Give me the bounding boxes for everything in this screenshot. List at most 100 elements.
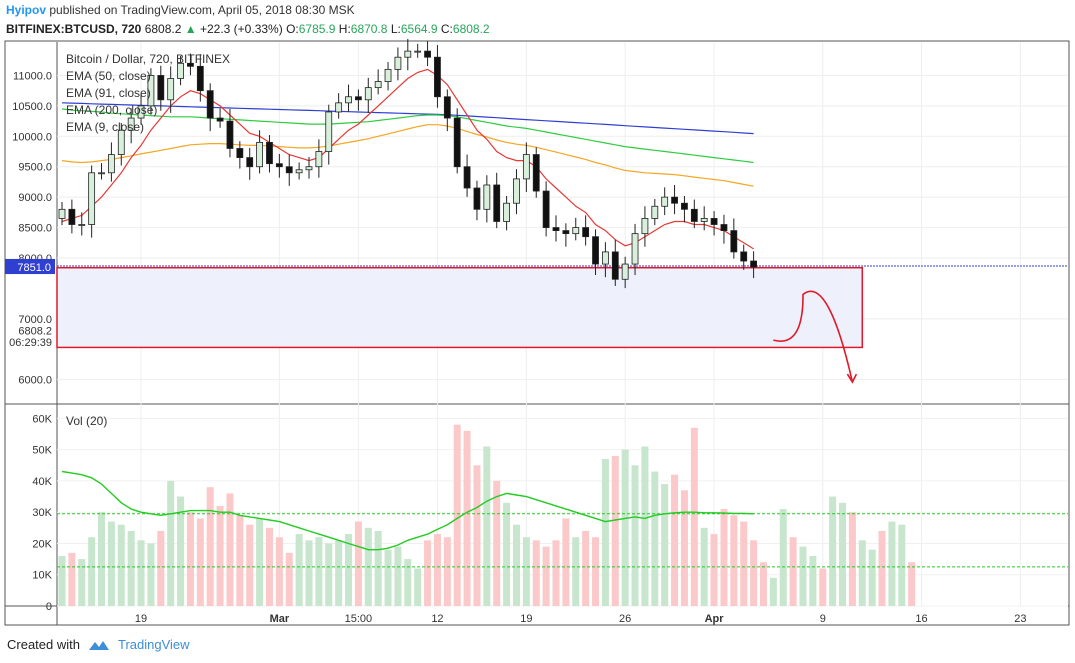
candle-body xyxy=(236,148,244,158)
candle-body xyxy=(631,233,639,265)
volume-bar xyxy=(157,530,165,606)
volume-bar xyxy=(453,424,461,606)
candle-body xyxy=(740,251,748,262)
author-link[interactable]: Hyipov xyxy=(6,3,47,17)
volume-bar xyxy=(196,518,204,606)
candle-body xyxy=(522,154,530,180)
volume-bar xyxy=(503,502,511,606)
volume-bar xyxy=(661,484,669,606)
candle-body xyxy=(562,230,570,235)
volume-bar xyxy=(611,455,619,606)
volume-bar xyxy=(98,512,106,606)
volume-bar xyxy=(769,577,777,606)
candle-body xyxy=(572,227,580,235)
candle-body xyxy=(552,227,560,232)
candle-body xyxy=(473,187,481,210)
volume-bar xyxy=(443,537,451,606)
volume-bar xyxy=(384,549,392,606)
x-tick-label: 16 xyxy=(915,613,927,625)
volume-tick-label: 60K xyxy=(32,413,52,425)
change-arrow-icon: ▲ xyxy=(184,22,197,36)
volume-bar xyxy=(572,537,580,606)
candle-body xyxy=(384,68,392,82)
x-tick-label: 23 xyxy=(1014,613,1026,625)
candle-body xyxy=(78,224,86,226)
high-label: H: xyxy=(338,22,351,36)
candle-body xyxy=(354,96,362,101)
candle-body xyxy=(88,172,96,225)
volume-bar xyxy=(186,512,194,606)
volume-bar xyxy=(848,512,856,606)
candle-body xyxy=(68,208,76,225)
price-tag-label: 06:29:39 xyxy=(9,337,52,349)
volume-bar xyxy=(542,546,550,606)
volume-tick-label: 0 xyxy=(46,601,52,613)
price-tick-label: 11000.0 xyxy=(13,70,52,82)
candle-body xyxy=(157,75,165,101)
candle-body xyxy=(147,75,155,107)
x-tick-label: 15:00 xyxy=(345,613,373,625)
volume-bar xyxy=(730,515,738,606)
candle-body xyxy=(690,208,698,222)
candle-body xyxy=(414,50,422,53)
close-label: C: xyxy=(440,22,453,36)
candle-body xyxy=(58,208,66,219)
legend-ema50: EMA (50, close) xyxy=(66,69,151,83)
volume-bar xyxy=(463,430,471,606)
footer: Created with TradingView xyxy=(7,637,190,652)
chart-frame xyxy=(4,40,1070,626)
price-tag-bg xyxy=(5,260,55,275)
volume-bar xyxy=(690,427,698,606)
candle-body xyxy=(681,202,688,210)
volume-bar xyxy=(216,505,224,606)
symbol-name: BITFINEX:BTCUSD, 720 xyxy=(6,22,142,36)
open-value: 6785.9 xyxy=(298,22,336,36)
price-tick-label: 10000.0 xyxy=(12,131,52,143)
candle-body xyxy=(345,96,352,104)
change-value: +22.3 (+0.33%) xyxy=(199,22,283,36)
volume-bar xyxy=(226,493,234,606)
x-tick-label: Apr xyxy=(705,613,725,625)
volume-bar xyxy=(404,559,412,606)
volume-bar xyxy=(601,459,609,606)
candle-body xyxy=(177,62,184,79)
volume-bar xyxy=(325,543,333,606)
volume-bar xyxy=(789,537,797,606)
x-tick-label: Mar xyxy=(270,613,290,625)
volume-bar xyxy=(592,537,600,606)
created-with-text: Created with xyxy=(7,637,80,652)
candle-body xyxy=(434,56,441,98)
candle-body xyxy=(651,205,659,219)
candle-body xyxy=(137,105,145,119)
volume-bar xyxy=(414,568,422,606)
volume-bar xyxy=(582,530,590,606)
candle-body xyxy=(542,190,550,228)
volume-bar xyxy=(710,534,718,606)
low-label: L: xyxy=(390,22,401,36)
candle-body xyxy=(394,56,402,70)
candle-body xyxy=(611,251,619,280)
last-price: 6808.2 xyxy=(144,22,182,36)
volume-tick-label: 40K xyxy=(32,476,52,488)
volume-bar xyxy=(759,562,767,606)
ema91-line xyxy=(61,108,754,164)
volume-tick-label: 50K xyxy=(32,445,52,457)
candle-body xyxy=(196,65,204,92)
candle-body xyxy=(206,90,214,119)
candle-body xyxy=(246,157,254,168)
volume-bar xyxy=(177,496,185,606)
x-tick-label: 19 xyxy=(520,613,532,625)
price-tag-label: 7851.0 xyxy=(17,262,51,274)
volume-bar xyxy=(493,480,501,606)
volume-bar xyxy=(829,496,837,606)
volume-bar xyxy=(433,534,441,606)
tradingview-brand-link[interactable]: TradingView xyxy=(117,637,190,652)
candle-body xyxy=(453,117,461,168)
volume-bar xyxy=(394,546,402,606)
volume-bar xyxy=(107,521,115,606)
volume-bar xyxy=(809,555,817,606)
symbol-header: BITFINEX:BTCUSD, 720 6808.2 ▲ +22.3 (+0.… xyxy=(6,22,490,36)
candle-body xyxy=(513,178,520,204)
range-box xyxy=(56,266,864,349)
